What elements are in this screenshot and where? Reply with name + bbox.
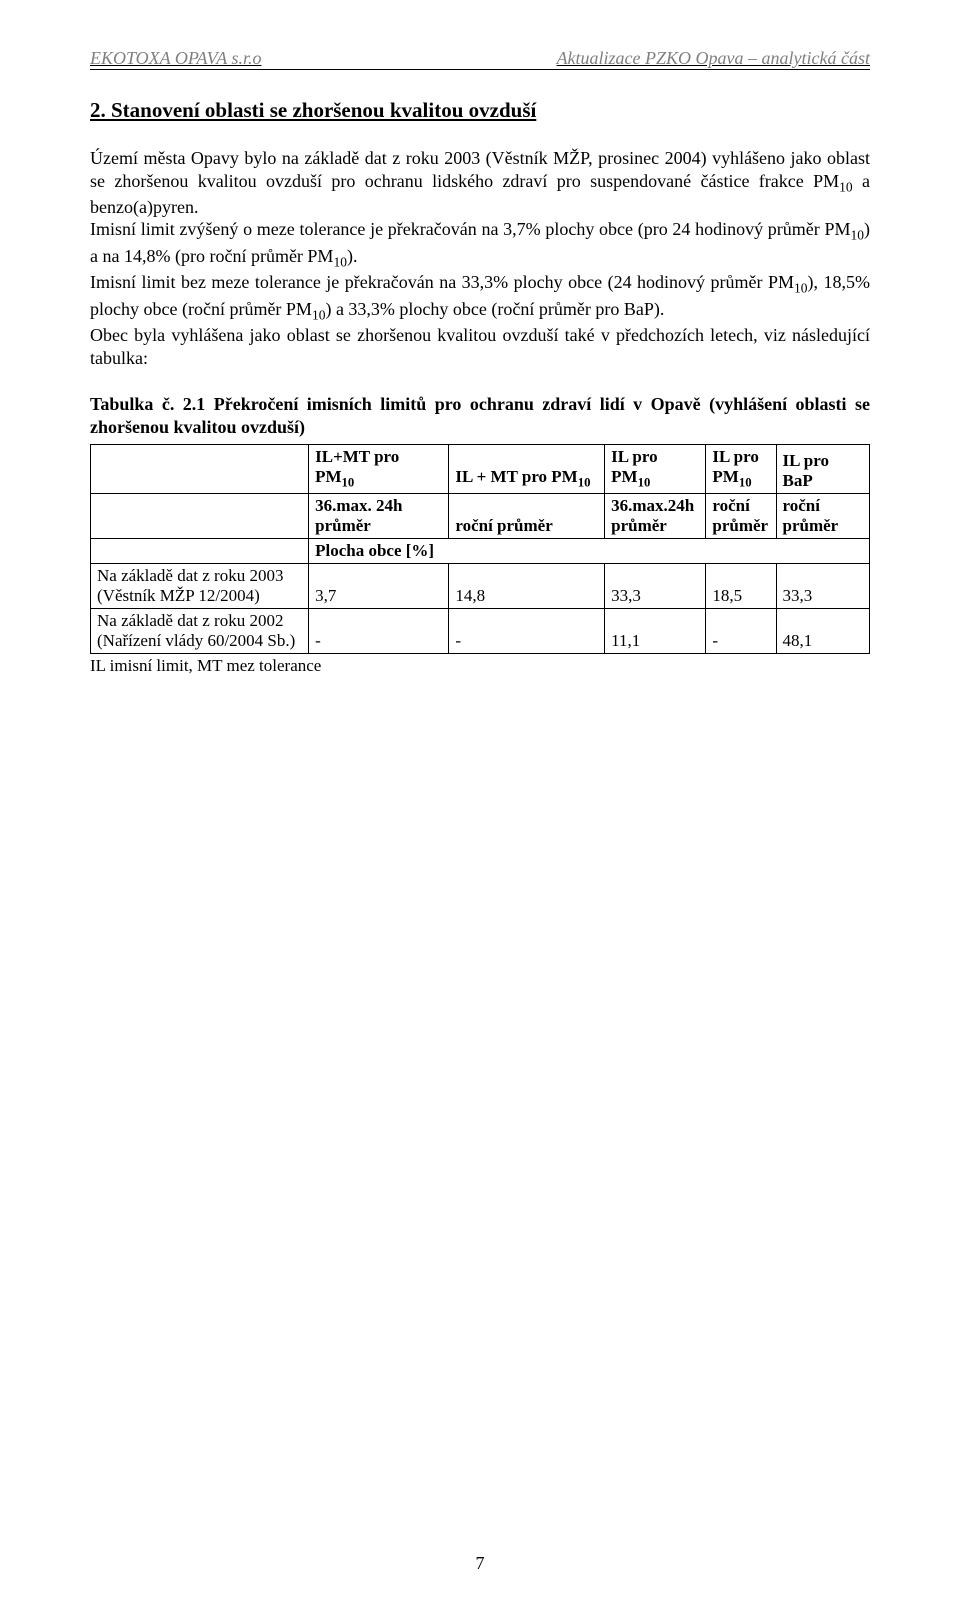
table-footnote: IL imisní limit, MT mez tolerance xyxy=(90,656,870,676)
table-header-cell: roční průměr xyxy=(449,493,605,538)
table-header-row: IL+MT pro PM10 IL + MT pro PM10 IL pro P… xyxy=(91,445,870,493)
table-header-cell: IL pro PM10 xyxy=(706,445,776,493)
header-left: EKOTOXA OPAVA s.r.o xyxy=(90,48,261,69)
table-header-cell: IL + MT pro PM10 xyxy=(449,445,605,493)
table-row: Na základě dat z roku 2002 (Nařízení vlá… xyxy=(91,608,870,653)
table-cell: 11,1 xyxy=(605,608,706,653)
table-header-row: 36.max. 24h průměr roční průměr 36.max.2… xyxy=(91,493,870,538)
table-header-cell xyxy=(91,493,309,538)
paragraph: Území města Opavy bylo na základě dat z … xyxy=(90,147,870,218)
table-header-cell xyxy=(91,445,309,493)
table-header-cell: IL pro BaP xyxy=(776,445,870,493)
table-cell: 14,8 xyxy=(449,563,605,608)
table-cell-label: Na základě dat z roku 2003 (Věstník MŽP … xyxy=(91,563,309,608)
table-header-cell: 36.max.24h průměr xyxy=(605,493,706,538)
table-cell: 3,7 xyxy=(309,563,449,608)
table-cell: 33,3 xyxy=(605,563,706,608)
paragraph: Obec byla vyhlášena jako oblast se zhorš… xyxy=(90,324,870,369)
table-caption: Tabulka č. 2.1 Překročení imisních limit… xyxy=(90,393,870,438)
emission-limits-table: IL+MT pro PM10 IL + MT pro PM10 IL pro P… xyxy=(90,444,870,653)
table-cell-label: Na základě dat z roku 2002 (Nařízení vlá… xyxy=(91,608,309,653)
table-cell: - xyxy=(706,608,776,653)
table-header-cell: 36.max. 24h průměr xyxy=(309,493,449,538)
table-header-cell: roční průměr xyxy=(776,493,870,538)
page: EKOTOXA OPAVA s.r.o Aktualizace PZKO Opa… xyxy=(0,0,960,1614)
paragraph: Imisní limit zvýšený o meze tolerance je… xyxy=(90,218,870,271)
table-header-cell xyxy=(91,538,309,563)
running-header: EKOTOXA OPAVA s.r.o Aktualizace PZKO Opa… xyxy=(90,48,870,69)
table-header-cell: IL pro PM10 xyxy=(605,445,706,493)
table-header-cell: roční průměr xyxy=(706,493,776,538)
section-title: 2. Stanovení oblasti se zhoršenou kvalit… xyxy=(90,98,870,123)
table-cell: - xyxy=(309,608,449,653)
table-header-cell: IL+MT pro PM10 xyxy=(309,445,449,493)
table-row: Na základě dat z roku 2003 (Věstník MŽP … xyxy=(91,563,870,608)
paragraph: Imisní limit bez meze tolerance je překr… xyxy=(90,271,870,324)
table-header-cell: Plocha obce [%] xyxy=(309,538,870,563)
header-right: Aktualizace PZKO Opava – analytická část xyxy=(557,48,870,69)
page-number: 7 xyxy=(0,1553,960,1574)
table-header-row: Plocha obce [%] xyxy=(91,538,870,563)
table-cell: - xyxy=(449,608,605,653)
table-cell: 48,1 xyxy=(776,608,870,653)
header-rule xyxy=(90,69,870,70)
table-cell: 18,5 xyxy=(706,563,776,608)
table-cell: 33,3 xyxy=(776,563,870,608)
